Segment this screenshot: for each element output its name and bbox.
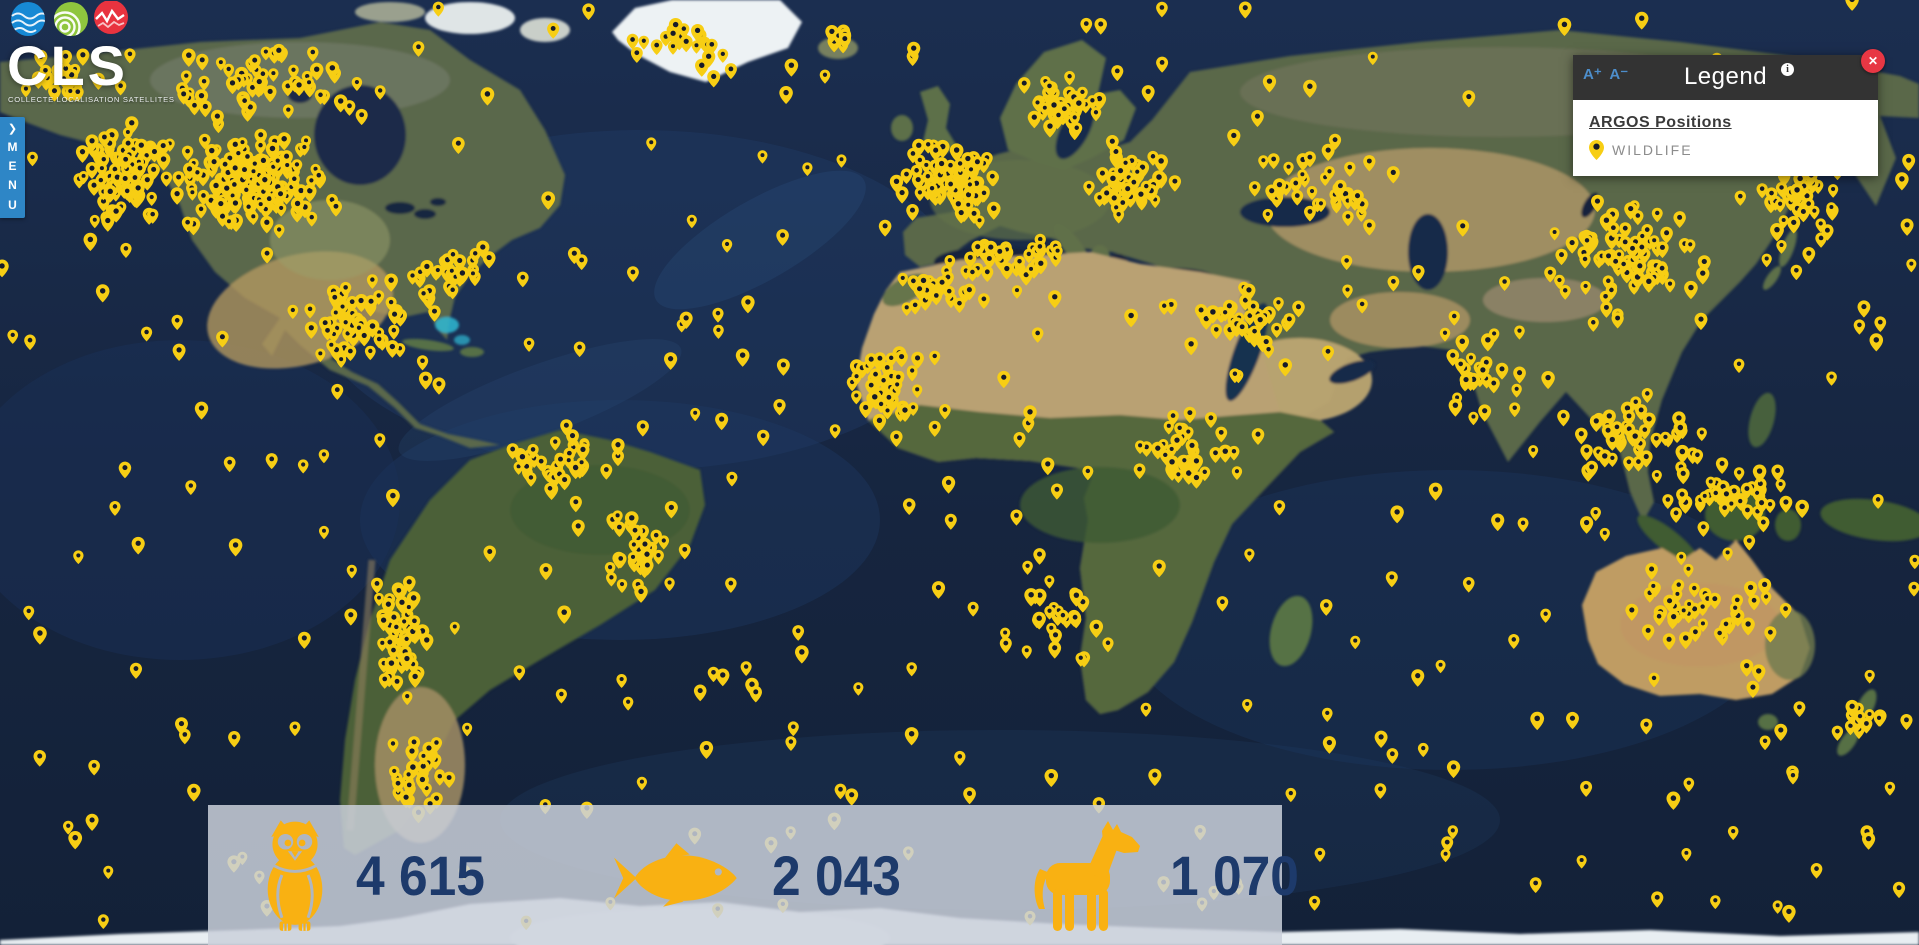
- legend-title: Legend: [1683, 63, 1768, 90]
- waves-icon: [11, 2, 45, 36]
- menu-label: MENU: [7, 140, 18, 212]
- chevron-right-icon: ❯: [7, 123, 18, 135]
- menu-tab[interactable]: ❯ MENU: [0, 117, 25, 218]
- font-size-controls: A⁺ A⁻: [1583, 65, 1632, 83]
- stat-value-owl: 4 615: [356, 843, 485, 907]
- legend-panel: A⁺ A⁻ Legend i ✕ ARGOS Positions WILDLIF…: [1573, 49, 1885, 176]
- stat-value-fish: 2 043: [772, 843, 901, 907]
- stat-fish: 2 043: [612, 841, 1002, 909]
- logo-title: CLS: [7, 34, 128, 97]
- stats-bar: 4 615 2 043: [208, 805, 1299, 945]
- legend-item-label: WILDLIFE: [1612, 142, 1693, 158]
- pulse-icon: [94, 1, 128, 34]
- logo-dots: [11, 1, 128, 36]
- legend-item-wildlife[interactable]: WILDLIFE: [1589, 140, 1862, 160]
- logo-subtitle: COLLECTE LOCALISATION SATELLITES: [8, 95, 175, 104]
- info-icon[interactable]: i: [1781, 63, 1794, 76]
- legend-group-title: ARGOS Positions: [1589, 114, 1732, 131]
- fish-icon: [612, 841, 750, 909]
- stat-value-horse: 1 070: [1170, 843, 1299, 907]
- stat-owl: 4 615: [256, 818, 586, 932]
- owl-icon: [257, 818, 333, 932]
- legend-header: A⁺ A⁻ Legend i ✕: [1573, 49, 1885, 100]
- font-decrease-button[interactable]: A⁻: [1609, 66, 1629, 83]
- wildlife-pin-icon: [1589, 140, 1604, 160]
- close-button[interactable]: ✕: [1861, 49, 1885, 73]
- stat-horse: 1 070: [1028, 819, 1400, 931]
- horse-icon: [1034, 821, 1140, 931]
- legend-body: ARGOS Positions WILDLIFE: [1573, 100, 1878, 176]
- font-increase-button[interactable]: A⁺: [1583, 66, 1602, 83]
